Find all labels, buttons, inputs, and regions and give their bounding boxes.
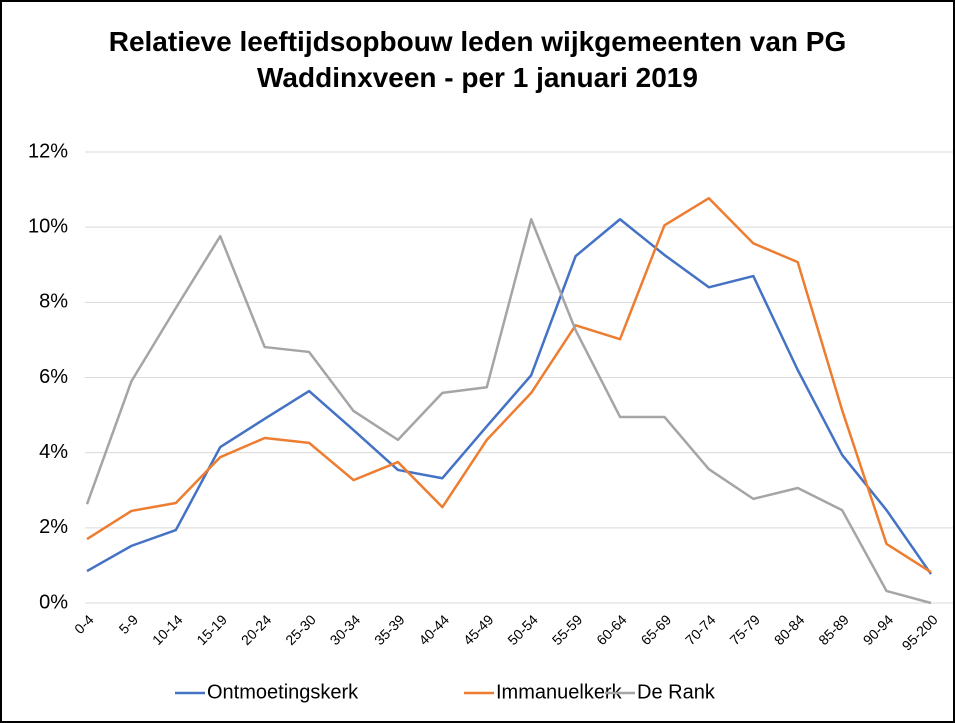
data-line xyxy=(85,218,932,605)
chart-title: Relatieve leeftijdsopbouw leden wijkgeme… xyxy=(108,26,847,93)
y-tick-label: 6% xyxy=(39,366,68,388)
legend-label: De Rank xyxy=(637,681,716,703)
data-line xyxy=(86,196,932,574)
legend-label: Ontmoetingskerk xyxy=(207,681,359,703)
y-tick-label: 10% xyxy=(28,215,68,237)
y-tick-label: 8% xyxy=(39,291,68,313)
y-tick-label: 12% xyxy=(28,140,68,162)
y-tick-label: 4% xyxy=(39,441,68,463)
y-tick-label: 2% xyxy=(39,516,68,538)
data-line xyxy=(86,218,933,575)
y-tick-label: 0% xyxy=(39,591,68,613)
legend-label: Immanuelkerk xyxy=(496,681,623,703)
